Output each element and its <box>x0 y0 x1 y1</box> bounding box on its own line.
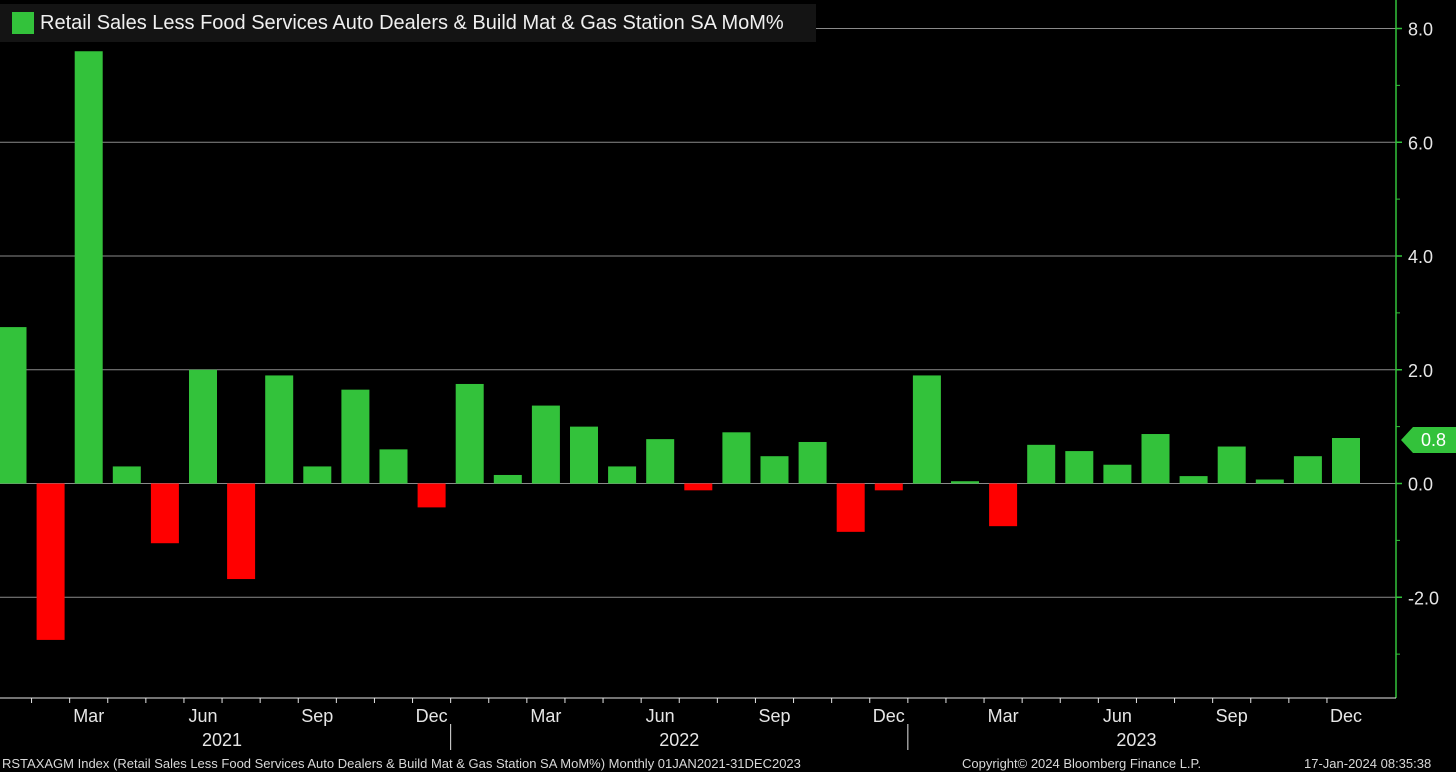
bar <box>531 405 560 484</box>
x-tick-label: Dec <box>873 706 905 726</box>
y-axis: -2.0 0.0 2.0 4.0 6.0 8.0 <box>1395 0 1439 698</box>
last-value-label: 0.8 <box>1421 430 1447 450</box>
x-year-label: 2023 <box>1116 730 1156 750</box>
footer-timestamp: 17-Jan-2024 08:35:38 <box>1304 756 1432 771</box>
legend-label: Retail Sales Less Food Services Auto Dea… <box>40 11 784 34</box>
bar <box>722 432 751 484</box>
bar <box>1065 451 1094 484</box>
bar <box>150 483 179 544</box>
bar <box>379 449 408 484</box>
x-tick-label: Dec <box>416 706 448 726</box>
last-value-tag-shape <box>1401 427 1456 453</box>
bar <box>570 426 598 484</box>
bar <box>951 481 979 484</box>
x-tick-label: Mar <box>988 706 1019 726</box>
bar <box>836 483 865 532</box>
bar <box>1332 438 1360 484</box>
y-tick-label: 4.0 <box>1408 247 1433 267</box>
gridlines <box>0 28 1396 598</box>
bar <box>74 51 103 484</box>
last-value-tag: 0.8 <box>1401 427 1456 453</box>
bar <box>265 375 294 484</box>
footer-index-info: RSTAXAGM Index (Retail Sales Less Food S… <box>2 756 801 771</box>
y-tick-label: 6.0 <box>1408 133 1433 153</box>
bar <box>798 441 827 484</box>
legend: Retail Sales Less Food Services Auto Dea… <box>0 4 816 42</box>
bar <box>1293 456 1322 484</box>
y-tick-label: 8.0 <box>1408 20 1433 40</box>
x-tick-label: Sep <box>301 706 333 726</box>
x-year-label: 2022 <box>659 730 699 750</box>
x-tick-label: Jun <box>188 706 217 726</box>
bars <box>0 51 1360 640</box>
bar <box>874 483 903 491</box>
bar <box>1141 434 1170 484</box>
y-tick-label: -2.0 <box>1408 588 1439 608</box>
footer-copyright: Copyright© 2024 Bloomberg Finance L.P. <box>962 756 1202 771</box>
bar <box>227 483 256 580</box>
x-axis: Mar Jun Sep Dec Mar Jun Sep Dec Mar Jun Sep Dec 2021… <box>0 697 1396 750</box>
y-tick-label: 0.0 <box>1408 475 1433 495</box>
x-tick-label: Sep <box>758 706 790 726</box>
bar <box>417 483 446 508</box>
x-tick-label: Mar <box>73 706 104 726</box>
x-tick-label: Sep <box>1216 706 1248 726</box>
bar <box>646 439 675 484</box>
bar <box>989 483 1018 527</box>
bar <box>303 466 332 484</box>
legend-swatch <box>12 12 34 34</box>
x-tick-label: Jun <box>646 706 675 726</box>
y-tick-label: 2.0 <box>1408 361 1433 381</box>
bar <box>912 375 941 484</box>
bar <box>189 369 217 484</box>
x-tick-label: Dec <box>1330 706 1362 726</box>
x-year-label: 2021 <box>202 730 242 750</box>
bar <box>1217 446 1246 484</box>
bar <box>1103 464 1132 484</box>
bar <box>0 327 27 484</box>
bar <box>1027 444 1056 484</box>
bar <box>684 483 713 491</box>
bar <box>455 383 484 484</box>
bar <box>608 466 637 484</box>
bar <box>493 474 522 484</box>
bar <box>1255 479 1284 484</box>
bar <box>36 483 65 640</box>
bar <box>760 456 789 484</box>
bar <box>112 466 141 484</box>
bar <box>1179 476 1208 484</box>
x-tick-label: Jun <box>1103 706 1132 726</box>
x-tick-label: Mar <box>530 706 561 726</box>
bar <box>341 389 370 484</box>
